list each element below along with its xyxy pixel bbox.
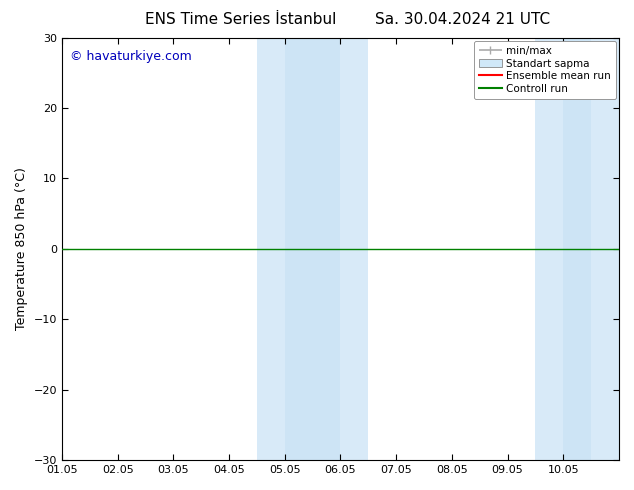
Bar [563, 38, 591, 460]
Text: © havaturkiye.com: © havaturkiye.com [70, 50, 192, 63]
Bar [285, 38, 340, 460]
Legend: min/max, Standart sapma, Ensemble mean run, Controll run: min/max, Standart sapma, Ensemble mean r… [474, 41, 616, 99]
Text: ENS Time Series İstanbul: ENS Time Series İstanbul [145, 12, 337, 27]
Bar [536, 38, 563, 460]
Bar [340, 38, 368, 460]
Bar [591, 38, 619, 460]
Text: Sa. 30.04.2024 21 UTC: Sa. 30.04.2024 21 UTC [375, 12, 550, 27]
Bar [257, 38, 285, 460]
Y-axis label: Temperature 850 hPa (°C): Temperature 850 hPa (°C) [15, 168, 28, 330]
